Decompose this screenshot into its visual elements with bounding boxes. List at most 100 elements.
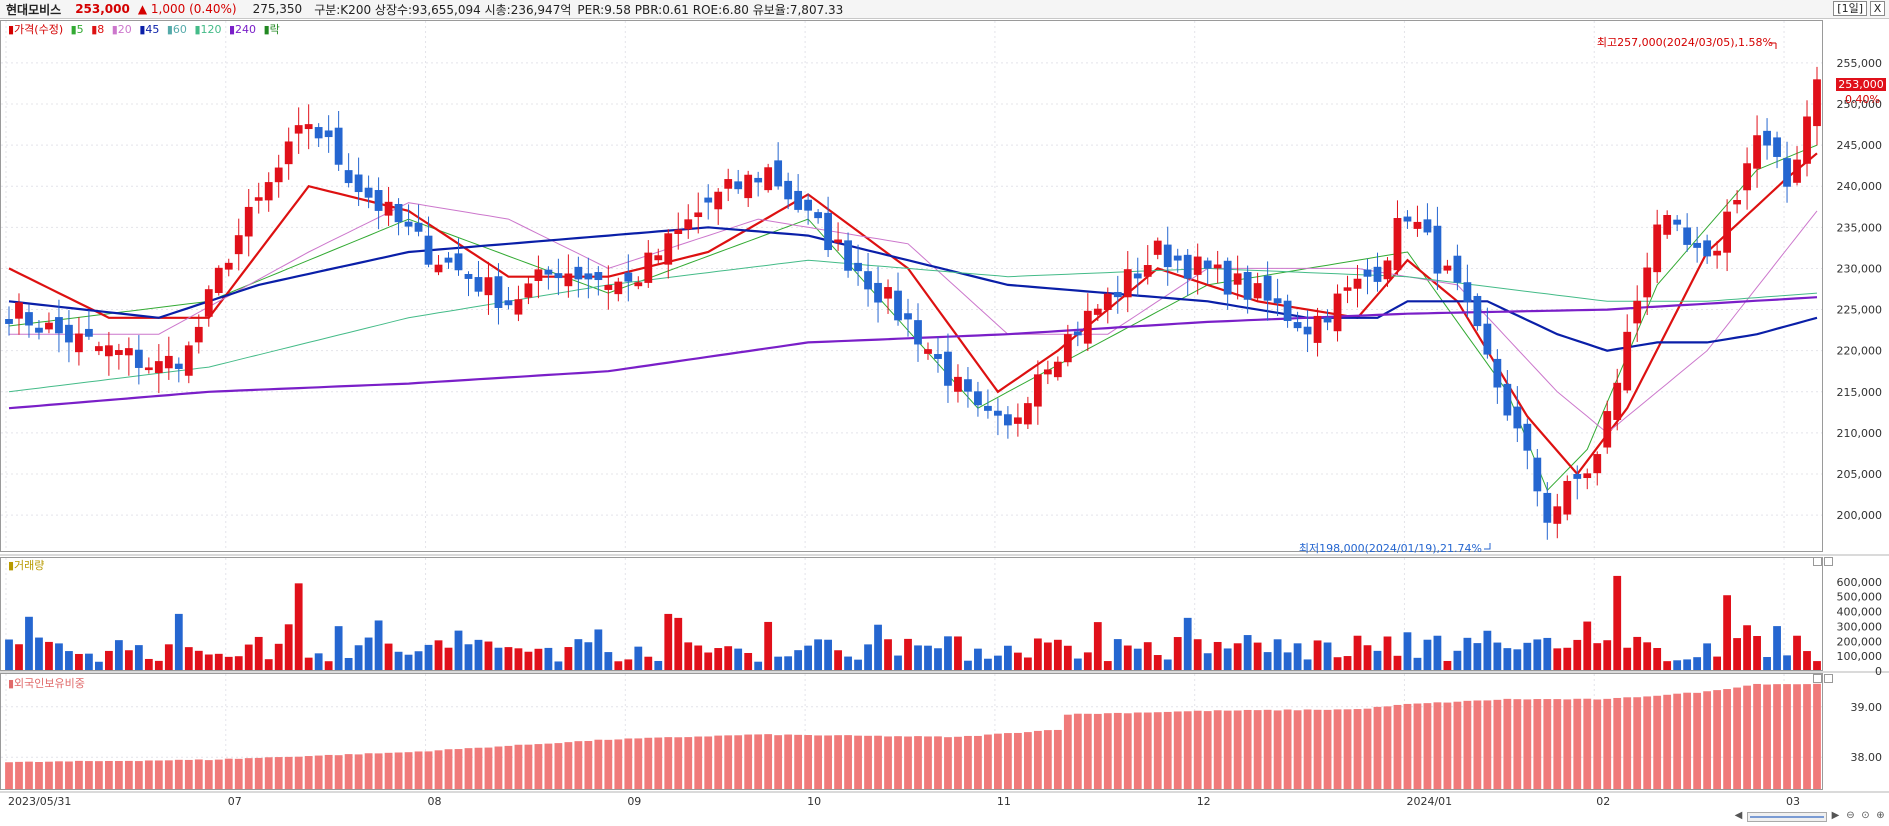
- candle-body: [1223, 260, 1232, 295]
- foreign-ratio-bar: [214, 759, 223, 789]
- volume-bar: [464, 644, 473, 670]
- candle-body: [1643, 267, 1652, 298]
- volume-bar: [1573, 639, 1582, 670]
- period-button[interactable]: [1일]: [1833, 1, 1867, 16]
- volume-bar: [554, 661, 563, 670]
- legend-ma-20[interactable]: ▮20: [111, 23, 132, 36]
- legend-ma-60[interactable]: ▮60: [166, 23, 187, 36]
- candle-body: [1523, 423, 1532, 451]
- candle-body: [584, 273, 593, 280]
- foreign-ratio-bar: [704, 736, 713, 789]
- zoom-reset-icon[interactable]: ⊙: [1861, 810, 1870, 821]
- scroll-right-icon[interactable]: ▶: [1831, 810, 1840, 821]
- candle-body: [1763, 130, 1771, 146]
- zoom-in-icon[interactable]: ⊕: [1876, 810, 1885, 821]
- volume-bar: [434, 640, 443, 670]
- volume-y-tick: 500,000: [1837, 591, 1883, 604]
- foreign-ratio-bar: [1233, 710, 1242, 789]
- foreign-ratio-bar: [354, 754, 363, 789]
- candle-body: [444, 257, 453, 263]
- volume-bar: [474, 639, 483, 670]
- volume-bar: [1383, 636, 1392, 670]
- zoom-out-icon[interactable]: ⊖: [1846, 810, 1855, 821]
- volume-bar: [514, 648, 523, 670]
- panel-close-icon[interactable]: [1824, 674, 1833, 683]
- foreign-ratio-bar: [734, 735, 743, 789]
- foreign-ratio-bar: [1323, 709, 1332, 789]
- scroll-left-icon[interactable]: ◀: [1734, 810, 1743, 821]
- legend-ma-8[interactable]: ▮8: [91, 23, 105, 36]
- foreign-y-tick: 39.00: [1851, 701, 1883, 714]
- volume-bar: [544, 647, 553, 670]
- foreign-ratio-bar: [204, 760, 213, 789]
- candle-body: [1593, 454, 1602, 474]
- volume-bar: [394, 651, 403, 670]
- candle-body: [404, 221, 413, 227]
- foreign-ratio-bar: [1643, 696, 1652, 789]
- volume-bar: [734, 648, 743, 670]
- volume-bar: [1123, 645, 1132, 670]
- current-price: 253,000: [75, 2, 130, 16]
- foreign-ratio-bar: [1813, 683, 1821, 789]
- candle-body: [434, 264, 443, 273]
- foreign-panel-title[interactable]: ▮외국인보유비중: [8, 677, 85, 690]
- candle-body: [1133, 273, 1142, 279]
- candle-body: [1413, 221, 1422, 229]
- volume-bar: [344, 657, 353, 670]
- candle-body: [174, 363, 183, 369]
- legend-ma-240[interactable]: ▮240: [229, 23, 257, 36]
- legend-ma-45[interactable]: ▮45: [139, 23, 160, 36]
- stock-name[interactable]: 현대모비스: [6, 2, 62, 17]
- volume-bar: [1063, 645, 1072, 670]
- foreign-ratio-bar: [1373, 706, 1382, 789]
- volume-bar: [1803, 651, 1811, 670]
- candle-body: [204, 289, 213, 317]
- foreign-ratio-bar: [784, 734, 793, 789]
- legend-price[interactable]: ▮가격(수정): [8, 23, 64, 36]
- panel-frame: [0, 20, 1823, 552]
- candle-body: [384, 201, 393, 216]
- legend-ma-5[interactable]: ▮5: [70, 23, 84, 36]
- volume-bar: [704, 652, 713, 670]
- volume-bar: [254, 636, 263, 670]
- foreign-ratio-bar: [1683, 692, 1692, 789]
- volume-panel-title[interactable]: ▮거래량: [8, 559, 45, 572]
- foreign-ratio-bar: [434, 750, 443, 789]
- candle-body: [1183, 254, 1192, 279]
- volume-bar: [1723, 595, 1731, 670]
- high-annotation: 최고257,000(2024/03/05),1.58%: [1597, 36, 1773, 49]
- foreign-ratio-bar: [954, 736, 962, 789]
- foreign-ratio-bar: [404, 752, 413, 789]
- foreign-ratio-bar: [1773, 684, 1781, 789]
- price-y-tick: 215,000: [1837, 386, 1883, 399]
- candle-body: [974, 391, 982, 406]
- foreign-ratio-bar: [814, 735, 822, 789]
- legend-ma-120[interactable]: ▮120: [194, 23, 222, 36]
- volume-y-tick: 400,000: [1837, 606, 1883, 619]
- close-icon[interactable]: X: [1870, 1, 1885, 16]
- volume-bar: [494, 647, 503, 670]
- panel-close-icon[interactable]: [1824, 557, 1833, 566]
- volume-bar: [374, 620, 383, 670]
- foreign-ratio-bar: [45, 761, 53, 789]
- horizontal-scrollbar[interactable]: [1747, 811, 1827, 822]
- volume-bar: [85, 653, 93, 670]
- foreign-ratio-bar: [364, 753, 373, 789]
- foreign-ratio-bar: [194, 759, 203, 789]
- candle-body: [1283, 300, 1292, 321]
- panel-maximize-icon[interactable]: [1813, 674, 1822, 683]
- candle-body: [224, 262, 233, 270]
- volume-bar: [1283, 652, 1292, 670]
- volume-bar: [764, 621, 773, 670]
- candle-body: [994, 410, 1002, 416]
- legend-fall[interactable]: ▮락: [263, 23, 280, 36]
- volume-bar: [1023, 657, 1032, 670]
- candle-body: [794, 190, 803, 210]
- foreign-ratio-bar: [1503, 698, 1512, 789]
- foreign-ratio-bar: [914, 736, 922, 789]
- candle-body: [274, 167, 283, 183]
- x-axis-label: 03: [1786, 795, 1800, 808]
- candle-body: [1193, 256, 1202, 275]
- foreign-ratio-bar: [85, 761, 93, 789]
